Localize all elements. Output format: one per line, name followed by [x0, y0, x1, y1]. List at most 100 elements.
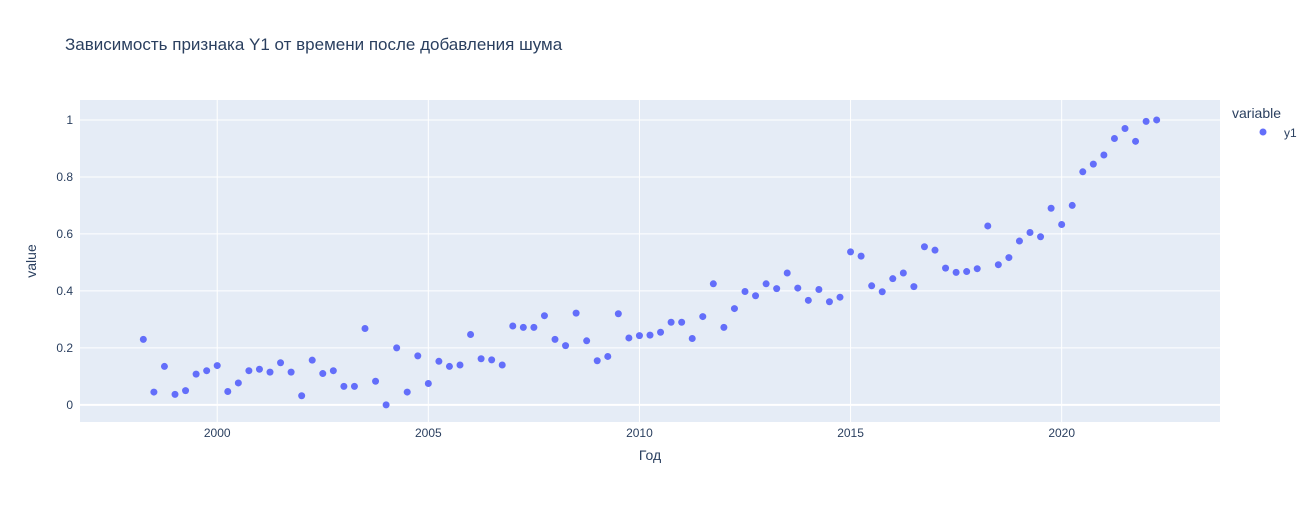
- data-point[interactable]: [530, 323, 538, 331]
- data-point[interactable]: [255, 365, 263, 373]
- data-point[interactable]: [688, 335, 696, 343]
- data-point[interactable]: [847, 248, 855, 256]
- data-point[interactable]: [340, 382, 348, 390]
- data-point[interactable]: [1037, 233, 1045, 241]
- data-point[interactable]: [604, 352, 612, 360]
- data-point[interactable]: [139, 335, 147, 343]
- data-point[interactable]: [952, 268, 960, 276]
- data-point[interactable]: [1026, 229, 1034, 237]
- data-point[interactable]: [1100, 151, 1108, 159]
- data-point[interactable]: [1005, 254, 1013, 262]
- data-point[interactable]: [509, 322, 517, 330]
- data-point[interactable]: [445, 362, 453, 370]
- data-point[interactable]: [857, 252, 865, 260]
- data-point[interactable]: [783, 269, 791, 277]
- data-point[interactable]: [730, 305, 738, 313]
- data-point[interactable]: [625, 334, 633, 342]
- data-point[interactable]: [308, 356, 316, 364]
- data-point[interactable]: [984, 222, 992, 230]
- data-point[interactable]: [657, 328, 665, 336]
- data-point[interactable]: [1068, 201, 1076, 209]
- data-point[interactable]: [287, 368, 295, 376]
- data-point[interactable]: [1121, 124, 1129, 132]
- data-point[interactable]: [699, 313, 707, 321]
- data-point[interactable]: [477, 355, 485, 363]
- data-point[interactable]: [899, 269, 907, 277]
- data-point[interactable]: [752, 292, 760, 300]
- legend-item-y1[interactable]: y1: [1259, 126, 1298, 140]
- data-point[interactable]: [467, 331, 475, 339]
- data-point[interactable]: [456, 361, 464, 369]
- data-point[interactable]: [868, 282, 876, 290]
- data-point[interactable]: [1132, 137, 1140, 145]
- data-point[interactable]: [709, 280, 717, 288]
- data-point[interactable]: [963, 268, 971, 276]
- data-point[interactable]: [1110, 134, 1118, 142]
- data-point[interactable]: [931, 246, 939, 254]
- data-point[interactable]: [889, 275, 897, 283]
- data-point[interactable]: [540, 312, 548, 320]
- data-point[interactable]: [203, 367, 211, 375]
- data-point[interactable]: [372, 377, 380, 385]
- data-point[interactable]: [213, 362, 221, 370]
- data-point[interactable]: [910, 283, 918, 291]
- data-point[interactable]: [498, 361, 506, 369]
- data-point[interactable]: [1142, 117, 1150, 125]
- data-point[interactable]: [551, 335, 559, 343]
- data-point[interactable]: [572, 309, 580, 317]
- data-point[interactable]: [794, 284, 802, 292]
- data-point[interactable]: [1153, 116, 1161, 124]
- data-point[interactable]: [804, 296, 812, 304]
- data-point[interactable]: [245, 367, 253, 375]
- data-point[interactable]: [720, 323, 728, 331]
- data-point[interactable]: [266, 368, 274, 376]
- data-point[interactable]: [150, 388, 158, 396]
- data-point[interactable]: [1015, 237, 1023, 245]
- data-point[interactable]: [1058, 221, 1066, 229]
- data-point[interactable]: [973, 265, 981, 273]
- data-point[interactable]: [329, 367, 337, 375]
- data-point[interactable]: [414, 352, 422, 360]
- data-point[interactable]: [234, 379, 242, 387]
- data-point[interactable]: [825, 298, 833, 306]
- data-point[interactable]: [424, 380, 432, 388]
- data-point[interactable]: [762, 280, 770, 288]
- data-point[interactable]: [920, 243, 928, 251]
- x-tick-label: 2020: [1048, 426, 1075, 440]
- data-point[interactable]: [678, 318, 686, 326]
- data-point[interactable]: [403, 388, 411, 396]
- data-point[interactable]: [994, 261, 1002, 269]
- data-point[interactable]: [646, 331, 654, 339]
- data-point[interactable]: [298, 392, 306, 400]
- data-point[interactable]: [593, 357, 601, 365]
- data-point[interactable]: [160, 362, 168, 370]
- data-point[interactable]: [488, 356, 496, 364]
- data-point[interactable]: [1089, 160, 1097, 168]
- data-point[interactable]: [361, 325, 369, 333]
- data-point[interactable]: [277, 359, 285, 367]
- data-point[interactable]: [182, 387, 190, 395]
- data-point[interactable]: [583, 337, 591, 345]
- data-point[interactable]: [435, 357, 443, 365]
- data-point[interactable]: [741, 287, 749, 295]
- data-point[interactable]: [667, 318, 675, 326]
- data-point[interactable]: [1079, 168, 1087, 176]
- data-point[interactable]: [350, 382, 358, 390]
- data-point[interactable]: [836, 293, 844, 301]
- data-point[interactable]: [224, 388, 232, 396]
- x-tick-label: 2005: [415, 426, 442, 440]
- data-point[interactable]: [562, 342, 570, 350]
- data-point[interactable]: [382, 401, 390, 409]
- data-point[interactable]: [773, 285, 781, 293]
- data-point[interactable]: [171, 390, 179, 398]
- data-point[interactable]: [815, 285, 823, 293]
- data-point[interactable]: [614, 310, 622, 318]
- data-point[interactable]: [519, 323, 527, 331]
- data-point[interactable]: [192, 370, 200, 378]
- data-point[interactable]: [635, 332, 643, 340]
- data-point[interactable]: [942, 264, 950, 272]
- data-point[interactable]: [1047, 204, 1055, 212]
- data-point[interactable]: [393, 344, 401, 352]
- data-point[interactable]: [878, 288, 886, 296]
- data-point[interactable]: [319, 370, 327, 378]
